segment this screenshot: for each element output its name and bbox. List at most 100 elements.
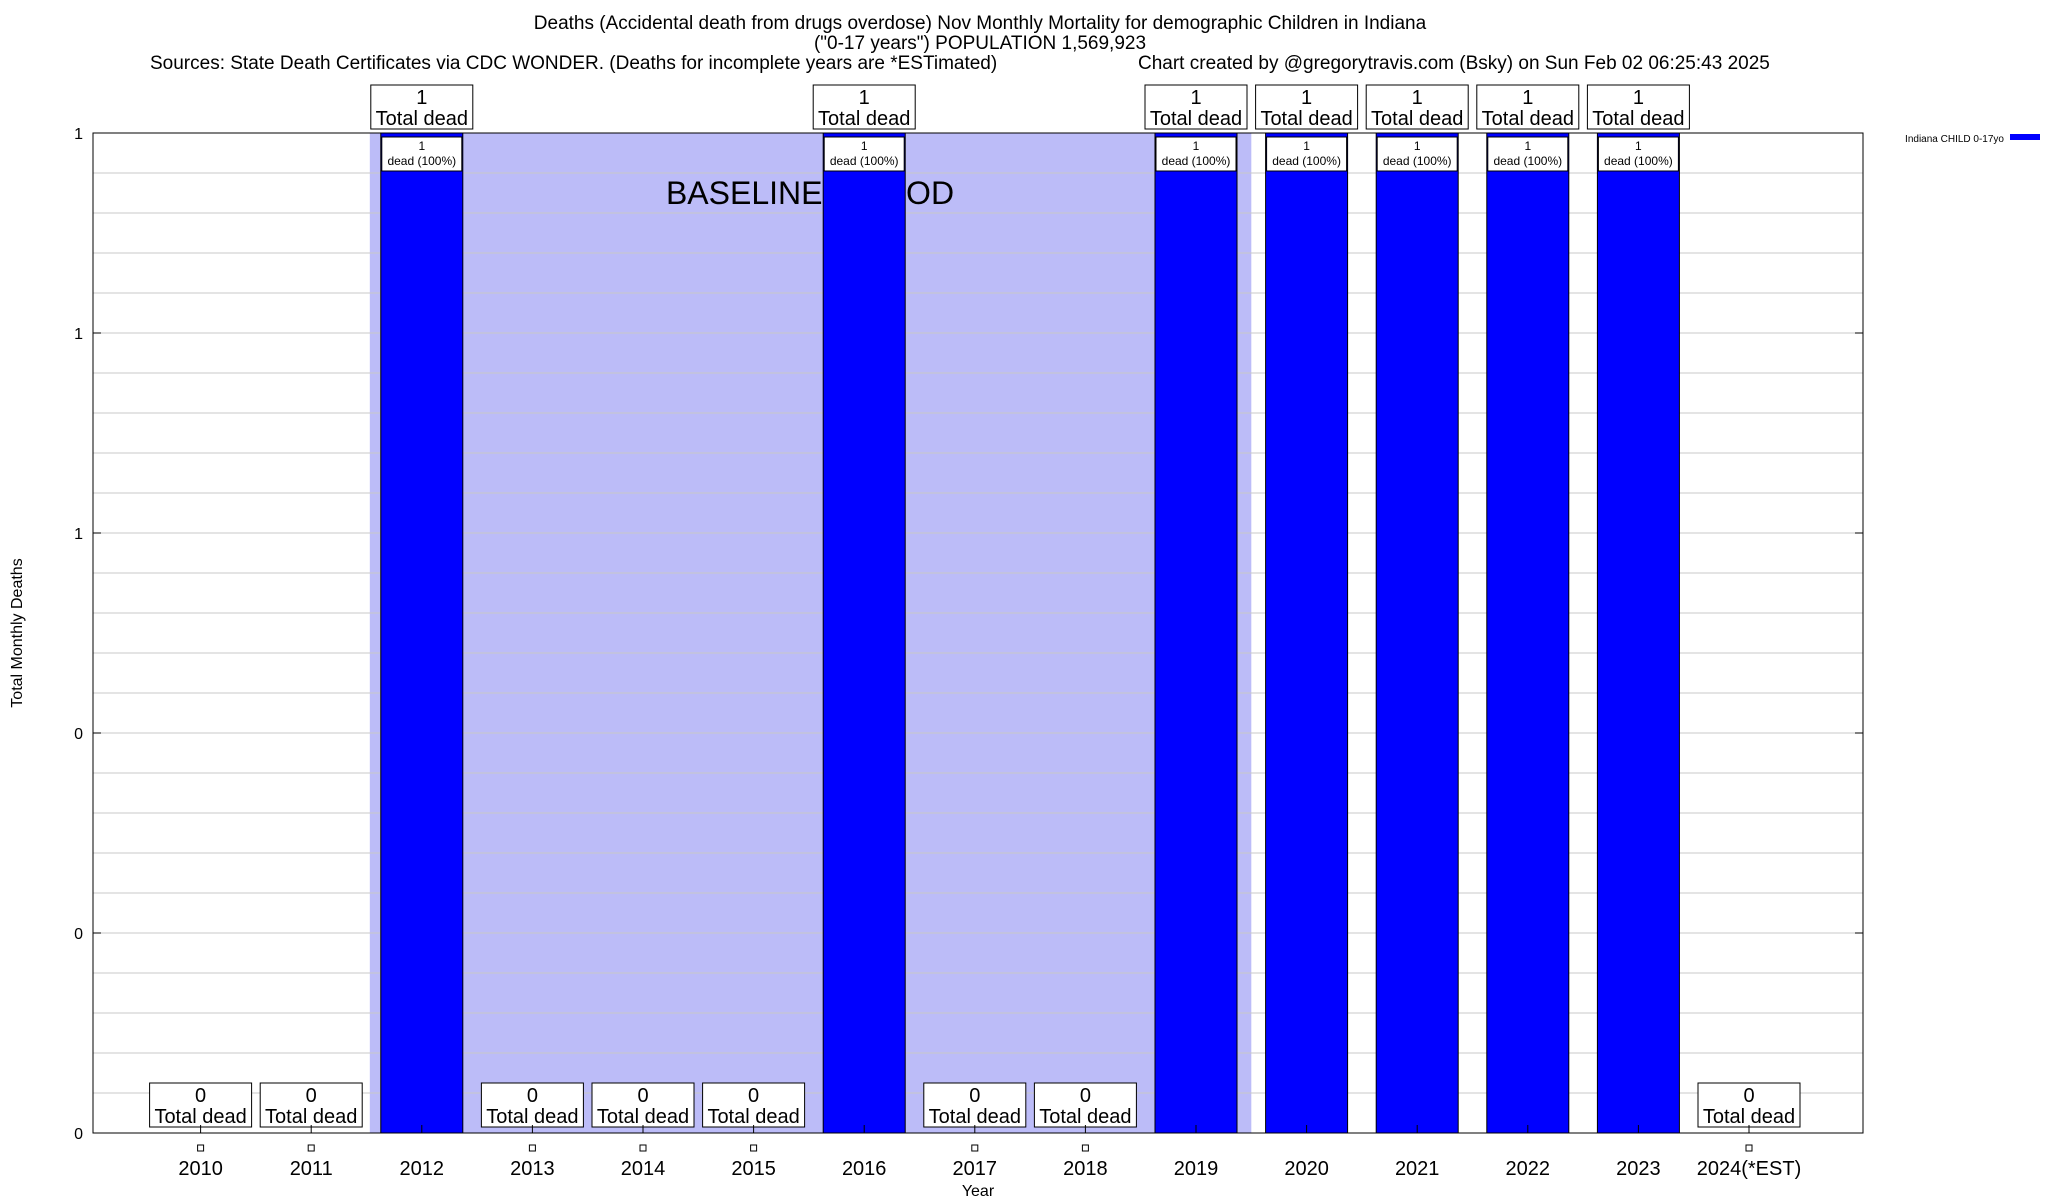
- x-tick-label: 2020: [1284, 1158, 1329, 1180]
- total-box-2015: [702, 1082, 806, 1128]
- total-value: 1: [1301, 87, 1312, 109]
- x-tick-label: 2018: [1063, 1158, 1108, 1180]
- zero-marker: [528, 1144, 536, 1152]
- baseline-label: BASELINE PERIOD: [666, 175, 954, 211]
- bar-label-value: 1: [1414, 139, 1421, 153]
- x-tick-label: 2023: [1616, 1158, 1661, 1180]
- zero-marker: [307, 1144, 315, 1152]
- zero-marker: [971, 1144, 979, 1152]
- zero-marker: [1745, 1144, 1753, 1152]
- bar-2012: [380, 132, 464, 1134]
- bar-label-value: 1: [418, 139, 425, 153]
- total-value: 0: [969, 1085, 980, 1107]
- total-suffix: Total dead: [154, 1106, 246, 1128]
- x-tick-label: 2022: [1506, 1158, 1551, 1180]
- bar-label-suffix: dead (100%): [830, 154, 899, 168]
- total-suffix: Total dead: [929, 1106, 1021, 1128]
- total-box-2020: [1255, 84, 1359, 130]
- legend-label: Indiana CHILD 0-17yo: [1905, 134, 2004, 145]
- total-value: 0: [637, 1085, 648, 1107]
- bar-label-suffix: dead (100%): [1604, 154, 1673, 168]
- bar-label-value: 1: [1303, 139, 1310, 153]
- y-tick-label: 1: [74, 526, 83, 543]
- total-value: 0: [1743, 1085, 1754, 1107]
- total-value: 1: [1412, 87, 1423, 109]
- bar-label-suffix: dead (100%): [1493, 154, 1562, 168]
- total-suffix: Total dead: [597, 1106, 689, 1128]
- bar-label-value: 1: [1193, 139, 1200, 153]
- chart-sources: Sources: State Death Certificates via CD…: [150, 53, 998, 74]
- total-suffix: Total dead: [265, 1106, 357, 1128]
- total-value: 0: [527, 1085, 538, 1107]
- chart-title-line-2: ("0-17 years") POPULATION 1,569,923: [813, 33, 1147, 54]
- total-suffix: Total dead: [1482, 108, 1574, 130]
- total-suffix: Total dead: [1039, 1106, 1131, 1128]
- total-box-2019: [1144, 84, 1248, 130]
- x-tick-label: 2017: [953, 1158, 998, 1180]
- baseline-band: [369, 133, 1252, 1133]
- x-tick-label: 2021: [1395, 1158, 1440, 1180]
- zero-marker: [1081, 1144, 1089, 1152]
- total-suffix: Total dead: [1260, 108, 1352, 130]
- y-axis-label: Total Monthly Deaths: [9, 558, 26, 707]
- y-tick-label: 1: [74, 126, 83, 143]
- x-tick-label: 2024(*EST): [1697, 1158, 1802, 1180]
- y-tick-label: 0: [74, 1126, 83, 1143]
- bar-label-box: [1487, 136, 1569, 172]
- bar-label-suffix: dead (100%): [1162, 154, 1231, 168]
- total-value: 1: [416, 87, 427, 109]
- total-suffix: Total dead: [486, 1106, 578, 1128]
- chart-credit: Chart created by @gregorytravis.com (Bsk…: [1138, 53, 1770, 74]
- bar-label-box: [1155, 136, 1237, 172]
- x-tick-label: 2013: [510, 1158, 555, 1180]
- bar-label-suffix: dead (100%): [1272, 154, 1341, 168]
- x-tick-label: 2011: [290, 1158, 333, 1180]
- x-tick-label: 2016: [842, 1158, 887, 1180]
- bar-2023: [1596, 132, 1680, 1134]
- zero-marker: [750, 1144, 758, 1152]
- bar-label-box: [1597, 136, 1679, 172]
- x-axis-label: Year: [962, 1183, 995, 1200]
- chart-title-line-1: Deaths (Accidental death from drugs over…: [533, 13, 1427, 34]
- bar-label-suffix: dead (100%): [387, 154, 456, 168]
- zero-marker: [197, 1144, 205, 1152]
- x-tick-label: 2014: [621, 1158, 666, 1180]
- bar-2016: [822, 132, 906, 1134]
- total-box-2011: [259, 1082, 363, 1128]
- bar-label-value: 1: [1524, 139, 1531, 153]
- total-suffix: Total dead: [818, 108, 910, 130]
- total-suffix: Total dead: [1150, 108, 1242, 130]
- total-box-2012: [370, 84, 474, 130]
- total-box-2010: [149, 1082, 253, 1128]
- total-value: 0: [306, 1085, 317, 1107]
- bar-label-value: 1: [1635, 139, 1642, 153]
- bar-2021: [1375, 132, 1459, 1134]
- x-tick-label: 2012: [400, 1158, 445, 1180]
- plot-frame: [92, 132, 1864, 1134]
- bar-label-box: [1376, 136, 1458, 172]
- bar-2019: [1154, 132, 1238, 1134]
- total-value: 1: [1522, 87, 1533, 109]
- total-box-2021: [1365, 84, 1469, 130]
- x-tick-label: 2015: [731, 1158, 776, 1180]
- total-suffix: Total dead: [1371, 108, 1463, 130]
- total-value: 1: [1190, 87, 1201, 109]
- bar-label-value: 1: [861, 139, 868, 153]
- total-box-2018: [1033, 1082, 1137, 1128]
- total-value: 0: [1080, 1085, 1091, 1107]
- total-value: 0: [748, 1085, 759, 1107]
- total-box-2017: [923, 1082, 1027, 1128]
- bar-label-box: [1266, 136, 1348, 172]
- y-tick-label: 0: [74, 726, 83, 743]
- total-box-2024(*EST): [1697, 1082, 1801, 1128]
- legend-swatch: [2010, 134, 2040, 140]
- x-tick-label: 2010: [178, 1158, 223, 1180]
- total-box-2014: [591, 1082, 695, 1128]
- zero-marker: [639, 1144, 647, 1152]
- y-tick-label: 0: [74, 926, 83, 943]
- x-tick-label: 2019: [1174, 1158, 1219, 1180]
- total-value: 1: [1633, 87, 1644, 109]
- bar-2022: [1486, 132, 1570, 1134]
- bar-2020: [1265, 132, 1349, 1134]
- bar-label-box: [381, 136, 463, 172]
